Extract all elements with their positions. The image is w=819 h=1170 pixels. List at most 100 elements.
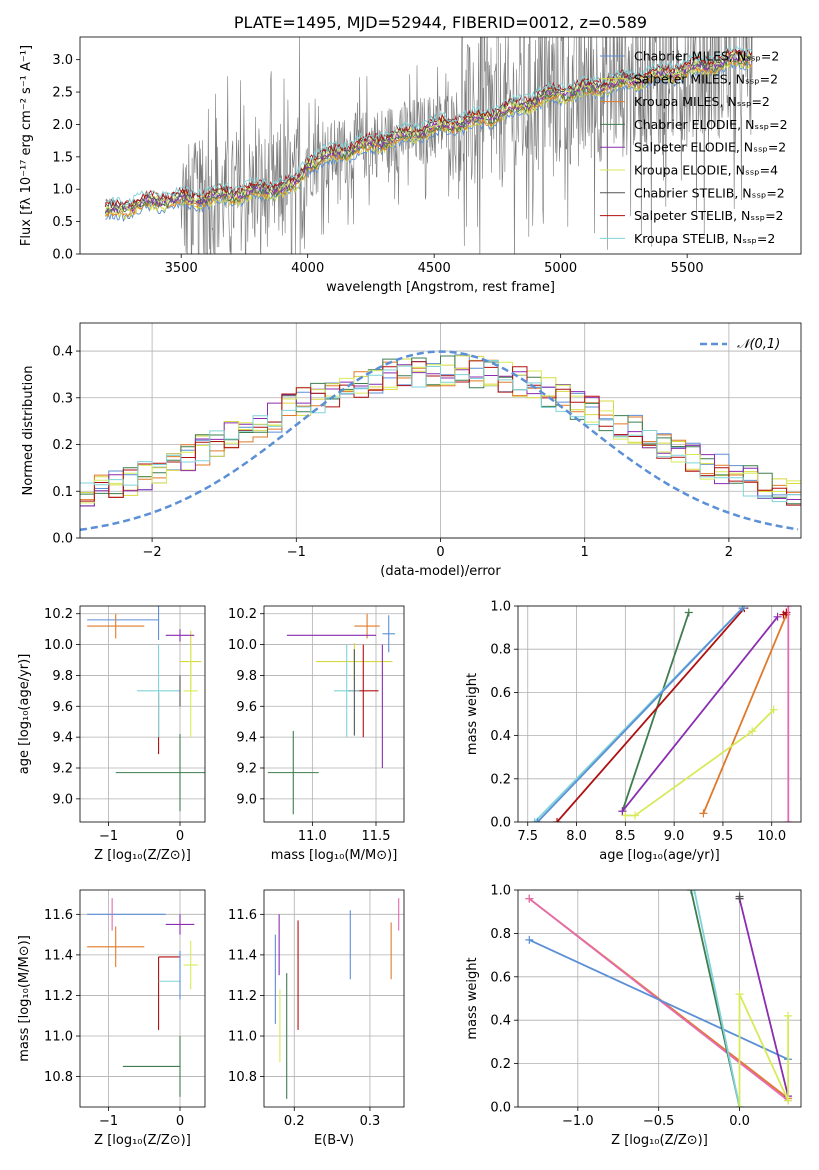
y-tick-label: 3.0 xyxy=(52,53,73,68)
plot-area xyxy=(274,898,400,1099)
model-line-kroupa_stelib xyxy=(104,45,753,206)
y-tick-label: 11.2 xyxy=(44,989,73,1004)
series-marker xyxy=(690,890,699,894)
y-tick-label: 0.3 xyxy=(52,391,73,406)
panel-mass_vs_Z: −1 0 10.8 11.0 11.2 11.4 11.6 Z [log₁₀(Z/Z⊙)] ma… xyxy=(17,889,206,1148)
axes-frame xyxy=(263,605,405,823)
axes-frame xyxy=(263,889,405,1108)
x-tick-label: 8.5 xyxy=(615,829,636,844)
x-tick-label: 5500 xyxy=(671,261,704,276)
plot-area xyxy=(104,37,753,254)
series-line-chabrier_miles xyxy=(528,939,789,1061)
y-tick-label: 10.8 xyxy=(228,1070,257,1085)
y-tick-label: 9.4 xyxy=(236,731,257,746)
x-tick-label: 7.5 xyxy=(517,829,538,844)
y-tick-label: 11.6 xyxy=(228,908,257,923)
y-tick-label: 1.0 xyxy=(52,183,73,198)
x-tick-label: 0.2 xyxy=(284,1114,305,1129)
series-marker xyxy=(769,705,778,714)
y-tick-label: 11.4 xyxy=(44,948,73,963)
legend-label: Salpeter STELIB, Nₛₛₚ=2 xyxy=(634,208,784,223)
y-tick-label: 11.2 xyxy=(228,989,257,1004)
model-line-chabrier_elodie xyxy=(104,54,753,214)
y-tick-label: 10.2 xyxy=(44,607,73,622)
model-line-kroupa_elodie xyxy=(104,51,752,212)
y-tick-label: 11.4 xyxy=(228,948,257,963)
series-marker xyxy=(784,1096,793,1105)
panel-massweight_vs_age: 7.5 8.0 8.5 9.0 9.5 10.0 0.0 0.2 0.4 0.6 0.8 1.0 age… xyxy=(465,600,802,863)
x-axis-label: age [log₁₀(age/yr)] xyxy=(599,848,720,863)
series-marker xyxy=(631,811,640,820)
y-tick-label: 1.0 xyxy=(490,600,511,615)
y-axis-label: age [log₁₀(age/yr)] xyxy=(17,654,32,775)
y-tick-label: 0.2 xyxy=(490,1057,511,1072)
x-tick-label: 4000 xyxy=(291,261,324,276)
y-tick-label: 0.5 xyxy=(52,215,73,230)
series-marker xyxy=(533,818,542,822)
y-tick-label: 9.2 xyxy=(52,762,73,777)
legend-label: 𝒩(0,1) xyxy=(737,337,780,352)
series-marker xyxy=(735,892,744,901)
plot-area xyxy=(80,350,801,532)
series-marker xyxy=(784,1011,793,1020)
y-tick-label: 0.0 xyxy=(490,1101,511,1116)
axes-frame xyxy=(79,36,802,255)
y-axis-label: mass [log₁₀(M/M⊙)] xyxy=(17,935,32,1062)
y-tick-label: 0.2 xyxy=(52,438,73,453)
x-axis-label: Z [log₁₀(Z/Z⊙)] xyxy=(94,848,191,863)
plot-area xyxy=(525,890,793,1107)
y-tick-label: 0.0 xyxy=(52,248,73,263)
normal-curve xyxy=(80,350,799,532)
y-tick-label: 9.6 xyxy=(236,700,257,715)
y-tick-label: 0.4 xyxy=(490,1014,511,1029)
x-axis-label: Z [log₁₀(Z/Z⊙)] xyxy=(611,1133,708,1148)
series-marker xyxy=(621,811,630,820)
series-marker xyxy=(748,727,757,736)
x-tick-label: 0 xyxy=(176,1114,184,1129)
legend-label: Chabrier STELIB, Nₛₛₚ=2 xyxy=(634,185,785,200)
axes-frame xyxy=(79,605,206,823)
y-tick-label: 0.6 xyxy=(490,686,511,701)
panel-massweight_vs_Z: −1.0 −0.5 0.0 0.0 0.2 0.4 0.6 0.8 1.0 Z [log₁₀(Z/… xyxy=(465,884,802,1148)
model-line-chabrier_stelib xyxy=(104,49,753,212)
series-marker xyxy=(738,606,747,613)
legend-label: Salpeter MILES, Nₛₛₚ=2 xyxy=(634,71,778,86)
spectrum-data-line xyxy=(105,37,753,254)
series-line-kroupa_miles xyxy=(702,614,788,814)
series-marker xyxy=(735,990,744,999)
x-tick-label: 9.0 xyxy=(664,829,685,844)
y-axis-label: Normed distribution xyxy=(21,366,36,496)
series-marker xyxy=(618,807,627,816)
y-tick-label: 0.6 xyxy=(490,970,511,985)
x-axis-label: wavelength [Angstrom, rest frame] xyxy=(326,280,555,295)
series-marker xyxy=(553,818,562,822)
histogram-kroupa_stelib xyxy=(80,360,801,503)
series-marker xyxy=(784,606,793,610)
series-marker xyxy=(773,612,782,621)
series-line-kroupa_elodie xyxy=(625,709,775,817)
series-line-chabrier_elodie xyxy=(621,612,690,812)
legend-label: Kroupa MILES, Nₛₛₚ=2 xyxy=(634,94,770,109)
axes-frame xyxy=(79,322,802,539)
panel-spectrum: 3500 4000 4500 5000 5500 0.0 0.5 1.0 1.5 2.0 2.5 3.… xyxy=(19,13,802,295)
series-line-salpeter_stelib xyxy=(556,607,746,822)
panel-residuals: −2 −1 0 1 2 0.0 0.1 0.2 0.3 0.4 (data-model)/error… xyxy=(21,322,802,579)
y-tick-label: 0.0 xyxy=(490,816,511,831)
series-marker xyxy=(699,809,708,818)
series-marker xyxy=(525,935,534,944)
model-line-kroupa_miles xyxy=(104,57,753,218)
y-tick-label: 11.6 xyxy=(44,908,73,923)
legend-label: Salpeter ELODIE, Nₛₛₚ=2 xyxy=(634,140,786,155)
histogram-kroupa_miles xyxy=(80,359,801,501)
series-line-salpeter_elodie xyxy=(621,616,779,812)
x-tick-label: 4500 xyxy=(418,261,451,276)
y-tick-label: 9.8 xyxy=(52,669,73,684)
plot-area xyxy=(267,613,396,815)
series-marker xyxy=(735,1103,744,1107)
panel-mass_vs_ebv: 0.2 0.3 10.8 11.0 11.2 11.4 11.6 E(B-V) xyxy=(228,889,405,1148)
x-tick-label: 0 xyxy=(436,545,444,560)
x-tick-label: 2 xyxy=(725,545,733,560)
x-axis-label: (data-model)/error xyxy=(380,564,501,579)
x-tick-label: 5000 xyxy=(544,261,577,276)
